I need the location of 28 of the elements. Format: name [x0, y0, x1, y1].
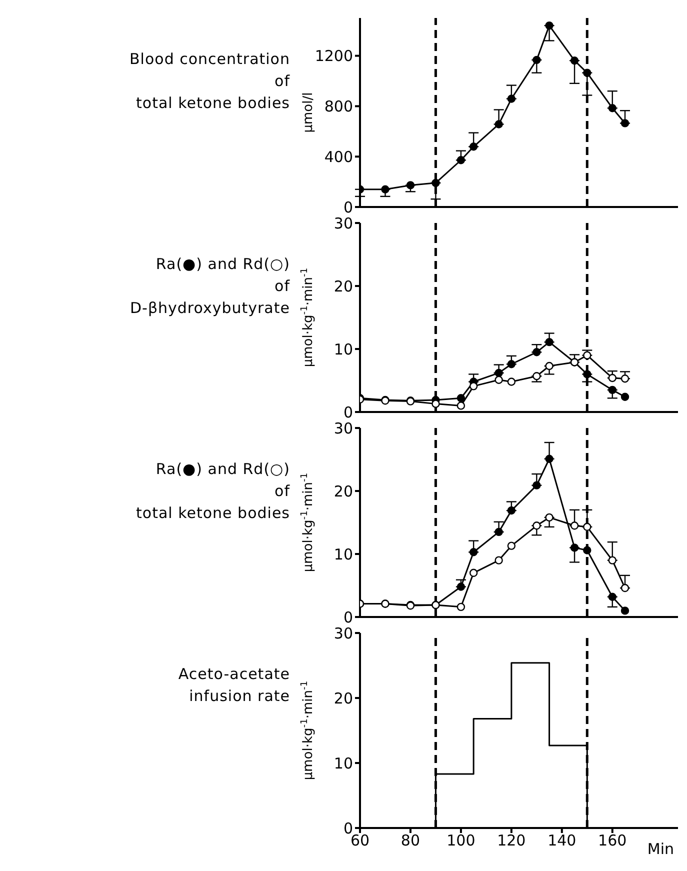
y-axis-title: μmol/l: [301, 92, 316, 133]
text: Blood concentration of total ketone bodies: [130, 50, 290, 112]
y-tick-label: 800: [324, 98, 353, 116]
y-tick-label: 0: [343, 819, 353, 838]
x-axis-title: Min: [647, 840, 674, 858]
y-tick-label: 1200: [314, 47, 353, 66]
y-tick-label: 400: [324, 148, 353, 166]
x-tick-label: 100: [446, 832, 476, 850]
x-tick-label: 60: [350, 832, 370, 850]
y-tick-label: 0: [343, 403, 353, 422]
x-tick-label: 80: [400, 832, 420, 850]
x-tick-label: 140: [548, 832, 576, 850]
x-tick-label: 120: [497, 832, 526, 850]
y-tick-label: 30: [334, 214, 353, 232]
text: Ra(●) and Rd(○) of D-βhydroxybutyrate: [130, 255, 290, 317]
y-tick-label: 10: [334, 545, 353, 564]
y-tick-label: 10: [334, 340, 353, 358]
y-tick-label: 0: [343, 198, 353, 216]
y-tick-label: 10: [334, 754, 353, 772]
y-tick-label: 0: [343, 608, 353, 626]
text: Ra(●) and Rd(○) of total ketone bodies: [136, 460, 290, 522]
x-tick-label: 160: [598, 832, 627, 850]
y-tick-label: 30: [334, 419, 353, 438]
y-tick-label: 30: [334, 624, 353, 642]
y-tick-label: 20: [334, 689, 353, 708]
y-tick-label: 20: [334, 277, 353, 296]
text: Aceto-acetate infusion rate: [178, 665, 290, 705]
y-tick-label: 20: [334, 482, 353, 500]
